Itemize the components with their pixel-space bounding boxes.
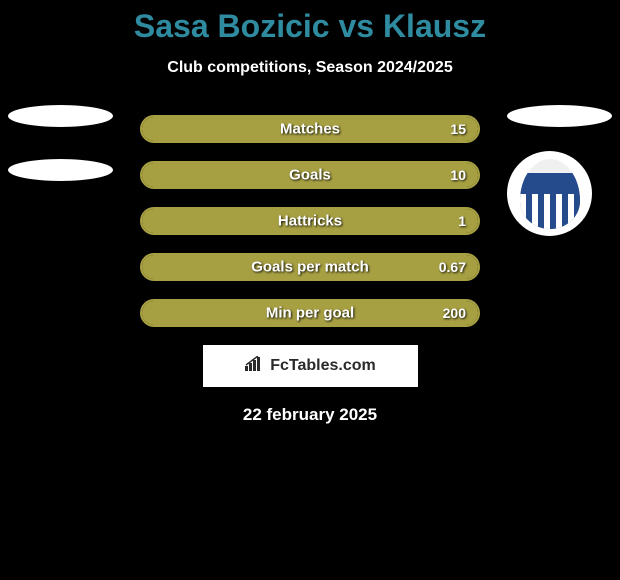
watermark-text: FcTables.com <box>270 357 376 375</box>
page-title: Sasa Bozicic vs Klausz <box>0 8 620 45</box>
date-text: 22 february 2025 <box>0 405 620 425</box>
watermark: FcTables.com <box>203 345 418 387</box>
stat-row-hattricks: Hattricks 1 <box>140 207 480 235</box>
stats-area: Matches 15 Goals 10 Hattricks 1 Goals pe… <box>0 115 620 425</box>
club-badge-inner <box>520 159 580 229</box>
stat-rows: Matches 15 Goals 10 Hattricks 1 Goals pe… <box>140 115 480 327</box>
stat-label: Matches <box>280 121 340 138</box>
player-right-avatars <box>507 105 612 236</box>
stat-value-right: 0.67 <box>439 259 466 275</box>
player-left-avatar-1 <box>8 105 113 127</box>
stat-value-right: 15 <box>450 121 466 137</box>
infographic-container: Sasa Bozicic vs Klausz Club competitions… <box>0 0 620 425</box>
player-right-avatar-1 <box>507 105 612 127</box>
page-subtitle: Club competitions, Season 2024/2025 <box>0 59 620 77</box>
badge-stripes <box>520 194 580 229</box>
stat-value-right: 1 <box>458 213 466 229</box>
chart-icon <box>244 356 264 377</box>
stat-label: Goals per match <box>251 259 369 276</box>
stat-label: Goals <box>289 167 331 184</box>
stat-row-matches: Matches 15 <box>140 115 480 143</box>
stat-row-min-per-goal: Min per goal 200 <box>140 299 480 327</box>
player-left-avatar-2 <box>8 159 113 181</box>
stat-row-goals: Goals 10 <box>140 161 480 189</box>
club-badge <box>507 151 592 236</box>
badge-top <box>520 173 580 194</box>
stat-value-right: 200 <box>443 305 466 321</box>
stat-row-goals-per-match: Goals per match 0.67 <box>140 253 480 281</box>
player-left-avatars <box>8 105 113 213</box>
stat-value-right: 10 <box>450 167 466 183</box>
stat-label: Min per goal <box>266 305 354 322</box>
stat-label: Hattricks <box>278 213 342 230</box>
